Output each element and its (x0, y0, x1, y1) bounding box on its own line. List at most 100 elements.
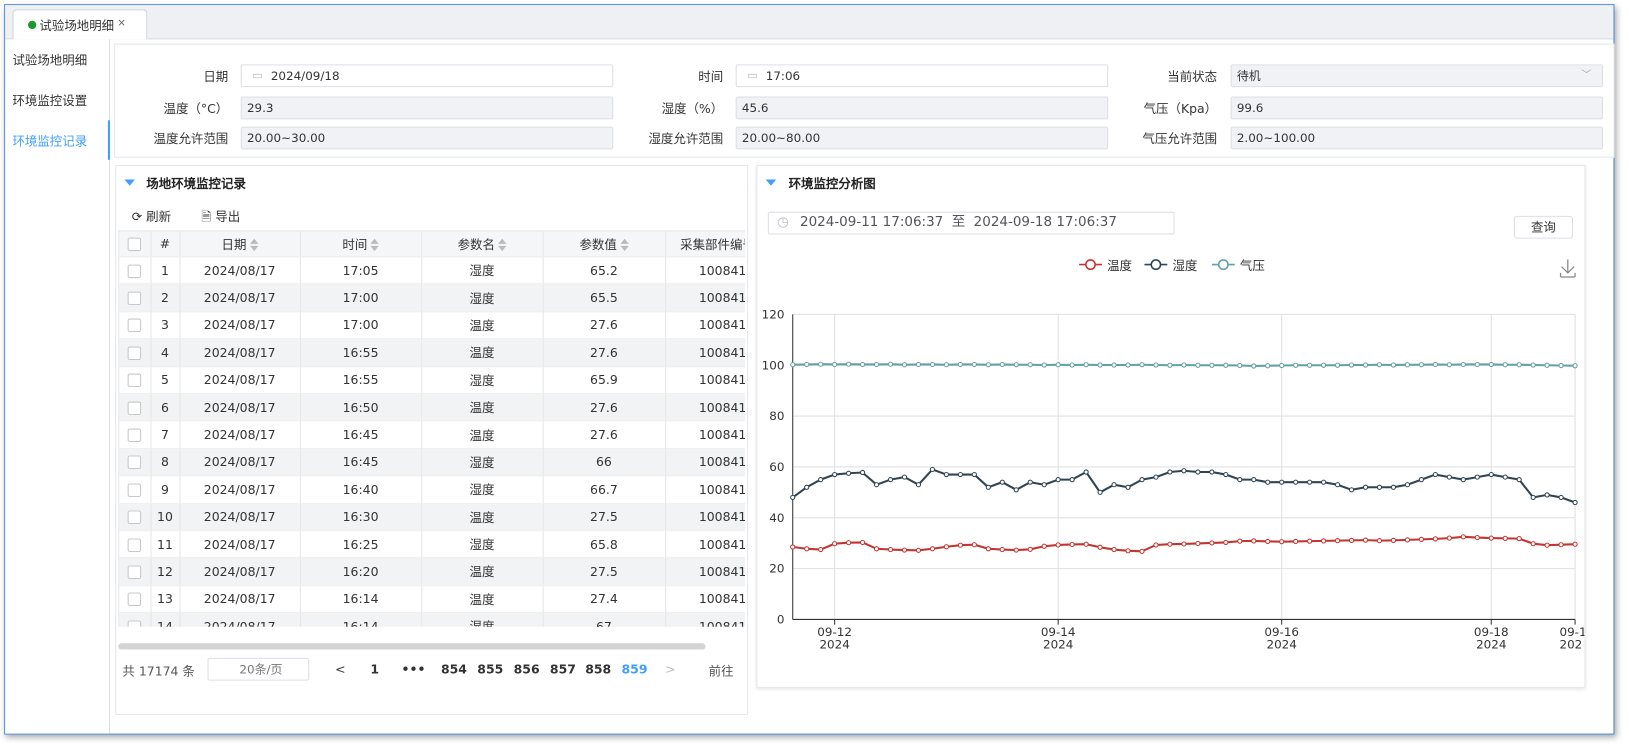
tab[interactable]: 试验场地明细 × (12, 9, 148, 40)
cell (119, 558, 151, 586)
data-point (929, 546, 936, 552)
checkbox[interactable] (127, 565, 142, 579)
sidebar (5, 39, 110, 734)
data-point (985, 484, 991, 490)
header-cell: 参数值 (542, 231, 666, 258)
tab-close[interactable]: × (117, 17, 126, 30)
data-point (1334, 538, 1341, 544)
cell: 温度 (421, 558, 544, 586)
h-scrollbar[interactable] (118, 643, 706, 650)
page-number[interactable]: ••• (401, 661, 426, 677)
sidebar-item[interactable]: 环境监控记录 (12, 133, 88, 149)
field-input: 99.6 (1230, 96, 1604, 120)
checkbox[interactable] (127, 291, 142, 306)
checkbox[interactable] (127, 346, 142, 360)
data-point (1139, 362, 1145, 368)
field-label: 时间 (698, 69, 724, 85)
data-point (957, 471, 963, 478)
page-number[interactable]: 855 (477, 661, 504, 677)
data-point (1265, 363, 1271, 369)
cell: 4 (150, 338, 181, 367)
field-input: 29.3 (240, 96, 614, 120)
checkbox[interactable] (127, 483, 142, 497)
cell: 67 (542, 612, 666, 627)
cell: 1 (150, 256, 181, 285)
data-point (1307, 479, 1313, 485)
cell: 温度 (421, 585, 544, 614)
page-number[interactable]: 856 (513, 661, 540, 677)
sort-icon[interactable] (498, 238, 507, 252)
page-number[interactable]: 858 (585, 661, 612, 677)
sort-icon[interactable] (619, 238, 629, 252)
cell: 2024/08/17 (179, 338, 301, 367)
checkbox[interactable] (127, 455, 142, 470)
checkbox[interactable] (127, 237, 142, 252)
data-point (1376, 538, 1383, 544)
checkbox[interactable] (127, 264, 142, 278)
data-point (1167, 362, 1173, 368)
cell: 16:55 (299, 338, 422, 367)
data-point (999, 479, 1005, 485)
data-point (1516, 477, 1522, 483)
data-point (846, 470, 852, 476)
download-icon[interactable] (1559, 259, 1576, 278)
refresh-button[interactable]: ⟳ 刷新 (131, 209, 172, 225)
data-point (1321, 362, 1327, 368)
cell: 2024/08/17 (179, 585, 301, 614)
data-point (971, 471, 977, 478)
collapse-icon[interactable] (124, 179, 135, 186)
checkbox[interactable] (127, 428, 142, 443)
checkbox[interactable] (127, 373, 142, 388)
sort-icon[interactable] (249, 238, 258, 252)
refresh-label: 刷新 (146, 209, 172, 225)
sidebar-item[interactable]: 试验场地明细 (12, 52, 88, 68)
cell (119, 421, 151, 450)
data-point (1265, 479, 1271, 485)
cell: 27.5 (542, 558, 666, 586)
data-point (790, 544, 796, 550)
prev-page[interactable]: < (335, 661, 346, 677)
data-point (1027, 546, 1033, 552)
checkbox[interactable] (127, 510, 142, 525)
collapse-icon[interactable] (765, 179, 777, 186)
checkbox[interactable] (127, 620, 142, 627)
data-point (1572, 499, 1578, 506)
data-point (1153, 362, 1159, 368)
field-value: 20.00~30.00 (246, 130, 326, 146)
export-button[interactable]: 🗎 导出 (201, 209, 241, 225)
page-number[interactable]: 857 (549, 661, 576, 677)
page-size-select[interactable]: 20条/页 (207, 657, 310, 681)
data-point (1097, 489, 1103, 495)
checkbox[interactable] (127, 401, 142, 415)
field-value: 2.00~100.00 (1236, 130, 1316, 146)
checkbox[interactable] (127, 538, 142, 552)
page-number[interactable]: 854 (440, 661, 467, 677)
field-input[interactable]: 待机 ﹀ (1230, 64, 1604, 88)
page-number[interactable]: 1 (370, 661, 380, 677)
checkbox[interactable] (127, 592, 142, 607)
checkbox[interactable] (127, 319, 142, 333)
sidebar-item[interactable]: 环境监控设置 (12, 93, 88, 108)
field-input[interactable]: ▭ 17:06 (735, 64, 1109, 88)
legend-item[interactable]: 温度 (1079, 258, 1132, 273)
field-input[interactable]: ▭ 2024/09/18 (240, 64, 614, 88)
data-point (873, 361, 880, 368)
date-range[interactable]: ◷ 2024-09-11 17:06:37 至 2024-09-18 17:06… (767, 211, 1175, 235)
data-point (1167, 469, 1173, 475)
data-point (1251, 538, 1257, 544)
data-point (1097, 544, 1103, 550)
next-page[interactable]: > (665, 661, 676, 677)
legend-item[interactable]: 气压 (1211, 258, 1265, 273)
data-point (943, 544, 949, 550)
data-point (1055, 542, 1061, 548)
data-point (1376, 484, 1383, 490)
data-point (832, 541, 838, 547)
page-number[interactable]: 859 (621, 661, 648, 677)
query-button[interactable]: 查询 (1513, 215, 1574, 239)
legend-item[interactable]: 湿度 (1144, 258, 1197, 273)
sort-icon[interactable] (370, 238, 379, 252)
data-point (832, 471, 838, 478)
